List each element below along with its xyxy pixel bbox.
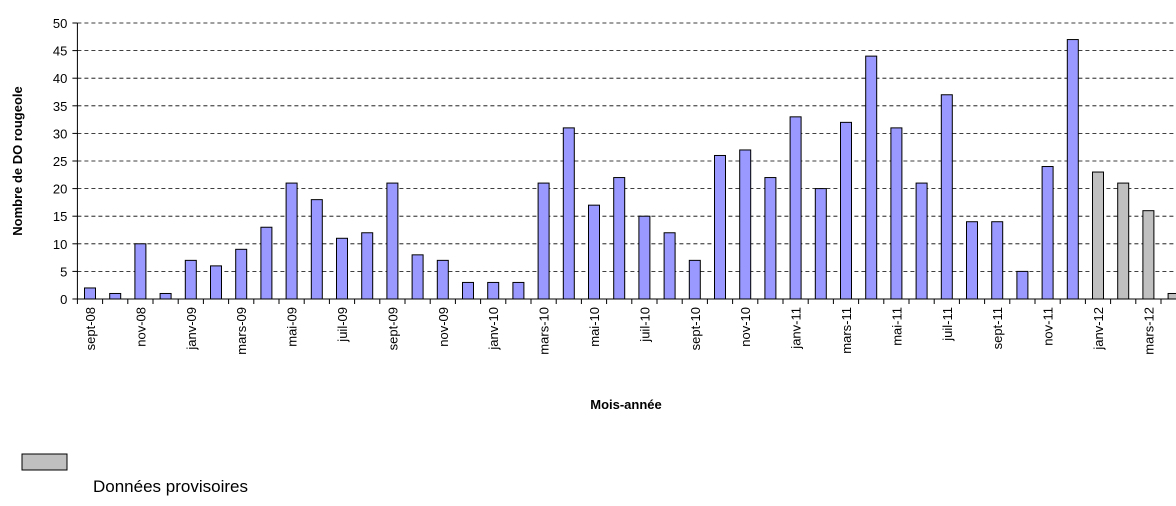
x-axis-title: Mois-année <box>590 397 662 412</box>
bar <box>109 292 122 300</box>
bar <box>411 254 424 300</box>
x-tick-label: mars-12 <box>1141 307 1156 355</box>
bar <box>865 55 878 300</box>
legend-swatch <box>21 453 68 471</box>
y-tick-label: 10 <box>53 237 67 252</box>
bar <box>285 182 298 300</box>
y-tick-label: 45 <box>53 44 67 59</box>
y-tick-label: 50 <box>53 16 67 31</box>
bar <box>159 292 172 300</box>
y-tick-label: 25 <box>53 154 67 169</box>
bar <box>714 154 726 300</box>
bar <box>1092 171 1104 300</box>
bar <box>588 204 600 300</box>
bar <box>436 259 449 300</box>
bar <box>512 281 525 300</box>
bar <box>1016 270 1029 300</box>
bar <box>184 259 197 300</box>
x-tick-label: sept-09 <box>385 307 400 350</box>
x-tick-label: nov-08 <box>133 307 148 347</box>
x-tick-label: janv-10 <box>486 307 501 351</box>
bar <box>537 182 550 300</box>
bar <box>134 243 147 300</box>
bar <box>361 232 374 300</box>
bar <box>487 281 500 300</box>
bar <box>1041 166 1054 300</box>
bar <box>562 127 575 300</box>
x-tick-label: mai-10 <box>587 307 602 347</box>
bar <box>966 221 978 300</box>
bar <box>386 182 399 300</box>
bar <box>890 127 903 300</box>
bar <box>336 237 348 300</box>
x-tick-label: juil-09 <box>335 307 350 343</box>
x-tick-label: mai-09 <box>285 307 300 347</box>
bar <box>260 226 273 300</box>
x-tick-label: janv-11 <box>789 307 804 350</box>
x-tick-label: sept-11 <box>990 307 1005 349</box>
x-tick-label: nov-09 <box>436 307 451 347</box>
bar <box>663 232 676 300</box>
bar <box>1142 210 1155 300</box>
bar <box>688 259 701 300</box>
bar <box>814 188 827 300</box>
bar <box>789 116 802 300</box>
bar <box>764 177 777 300</box>
x-tick-label: mars-10 <box>537 307 552 355</box>
y-axis-title: Nombre de DO rougeole <box>10 86 25 236</box>
bar <box>1117 182 1130 300</box>
bar <box>613 177 626 300</box>
x-tick-label: sept-08 <box>83 307 98 350</box>
x-tick-label: mai-11 <box>889 307 904 346</box>
y-tick-label: 30 <box>53 126 67 141</box>
y-tick-label: 20 <box>53 182 67 197</box>
bar <box>840 121 852 300</box>
bar <box>739 149 752 300</box>
y-tick-label: 5 <box>60 264 67 279</box>
x-tick-label: mars-11 <box>839 307 854 354</box>
bar <box>462 281 474 300</box>
y-tick-label: 15 <box>53 209 67 224</box>
bar <box>991 221 1004 300</box>
bar <box>210 265 222 300</box>
bar <box>1167 292 1176 300</box>
y-tick-label: 35 <box>53 99 67 114</box>
x-tick-label: juil-11 <box>940 307 955 342</box>
x-tick-label: janv-12 <box>1091 307 1106 351</box>
bar <box>638 215 651 300</box>
x-tick-label: sept-10 <box>688 307 703 350</box>
y-tick-label: 0 <box>60 292 67 307</box>
x-tick-label: nov-10 <box>738 307 753 347</box>
bar <box>84 287 96 300</box>
bar <box>915 182 928 300</box>
x-tick-label: mars-09 <box>234 307 249 355</box>
legend-label: Données provisoires <box>93 477 248 496</box>
x-tick-label: juil-10 <box>637 307 652 343</box>
bar <box>235 248 248 300</box>
bar <box>310 199 323 300</box>
bar <box>940 94 953 300</box>
x-tick-label: janv-09 <box>184 307 199 351</box>
x-tick-label: nov-11 <box>1041 307 1056 346</box>
bar <box>1066 39 1079 300</box>
y-tick-label: 40 <box>53 71 67 86</box>
